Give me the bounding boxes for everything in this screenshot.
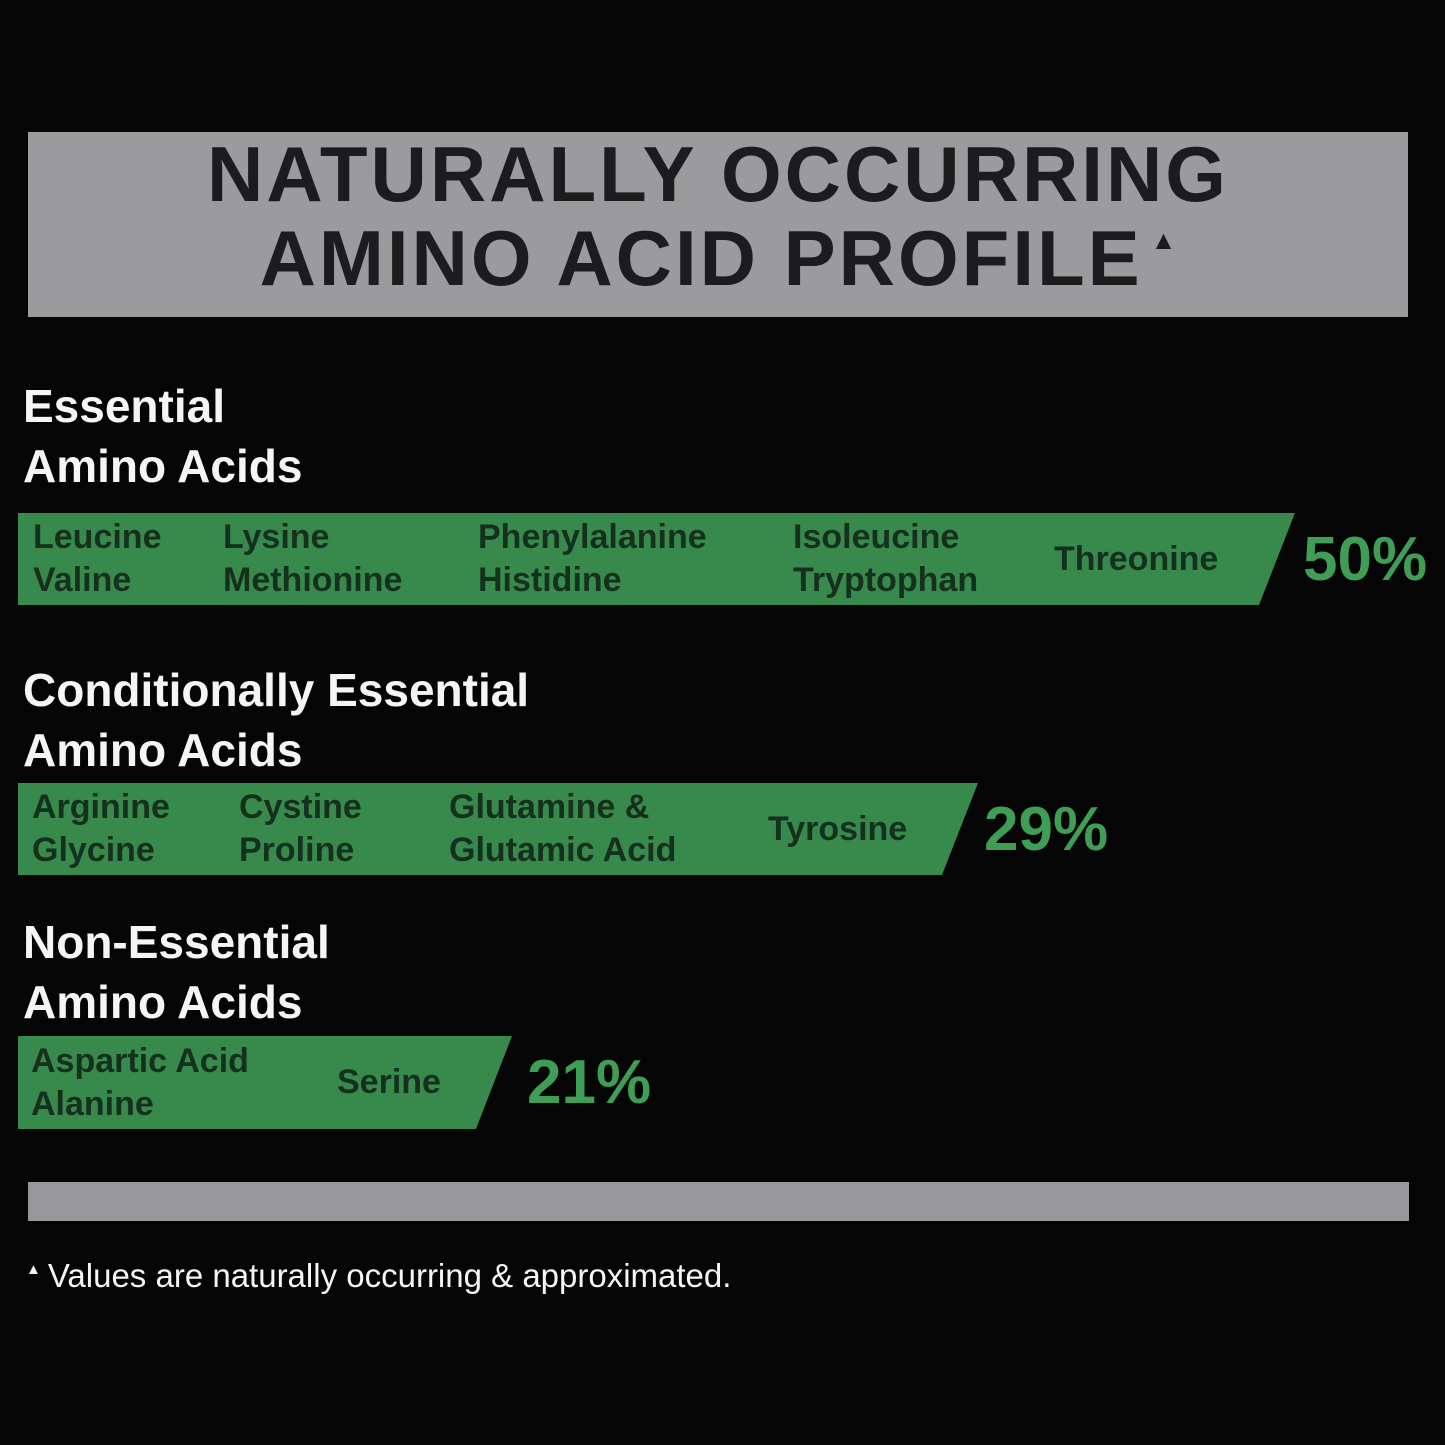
page-title-line-2: AMINO ACID PROFILE ▲ <box>260 216 1177 318</box>
amino-acid-column: Isoleucine Tryptophan <box>793 513 978 605</box>
bottom-divider-bar <box>28 1182 1409 1221</box>
amino-acid-label: Methionine <box>223 561 403 599</box>
amino-acid-label: Serine <box>337 1063 441 1101</box>
amino-acid-label: Histidine <box>478 561 622 599</box>
amino-acid-column: Arginine Glycine <box>32 783 170 875</box>
section-heading-line: Conditionally Essential <box>23 664 530 716</box>
amino-acid-label: Glutamine & <box>449 788 650 826</box>
amino-acid-column: Tyrosine <box>768 783 907 875</box>
page-title-line-1: NATURALLY OCCURRING <box>207 129 1229 218</box>
amino-acid-label: Lysine <box>223 518 330 556</box>
non-essential-amino-acids-bar: Aspartic Acid Alanine Serine <box>18 1036 512 1129</box>
amino-acid-label: Threonine <box>1054 539 1219 578</box>
amino-acid-column: Phenylalanine Histidine <box>478 513 707 605</box>
section-heading-line: Amino Acids <box>23 440 303 492</box>
amino-acid-column: Leucine Valine <box>33 513 161 605</box>
essential-amino-acids-bar: Leucine Valine Lysine Methionine Phenyla… <box>18 513 1295 605</box>
amino-acid-column: Aspartic Acid Alanine <box>31 1036 249 1129</box>
amino-acid-label: Valine <box>33 561 132 599</box>
percent-label-essential: 50% <box>1303 524 1428 594</box>
amino-acid-column: Serine <box>337 1036 441 1129</box>
percent-label-conditionally-essential: 29% <box>984 794 1109 864</box>
page-title-line-2-text: AMINO ACID PROFILE <box>259 213 1143 302</box>
amino-acid-label: Leucine <box>33 518 162 556</box>
section-heading-non-essential: Non-Essential Amino Acids <box>23 912 330 1032</box>
amino-acid-label: Proline <box>239 831 355 869</box>
footnote-triangle-icon: ▲ <box>26 1261 41 1278</box>
amino-acid-label: Aspartic Acid <box>31 1041 249 1080</box>
amino-acid-label: Cystine <box>239 788 362 826</box>
amino-acid-label: Phenylalanine <box>478 518 707 556</box>
amino-acid-label: Alanine <box>31 1084 154 1123</box>
header-banner: NATURALLY OCCURRING AMINO ACID PROFILE ▲ <box>28 132 1408 317</box>
amino-acid-label: Glutamic Acid <box>449 831 677 869</box>
amino-acid-column: Glutamine & Glutamic Acid <box>449 783 676 875</box>
title-superscript-triangle-icon: ▲ <box>1150 224 1177 255</box>
amino-acid-column: Cystine Proline <box>239 783 362 875</box>
section-heading-line: Non-Essential <box>23 916 330 968</box>
section-heading-line: Essential <box>23 380 225 432</box>
footnote-text: Values are naturally occurring & approxi… <box>47 1257 732 1294</box>
amino-acid-label: Tyrosine <box>768 809 908 848</box>
section-heading-essential: Essential Amino Acids <box>23 376 302 496</box>
section-heading-line: Amino Acids <box>23 976 303 1028</box>
percent-label-non-essential: 21% <box>527 1048 652 1117</box>
section-heading-line: Amino Acids <box>23 724 303 776</box>
amino-acid-column: Threonine <box>1054 513 1218 605</box>
amino-acid-label: Tryptophan <box>793 561 979 599</box>
footnote: ▲ Values are naturally occurring & approx… <box>26 1256 731 1303</box>
amino-acid-label: Glycine <box>32 831 155 869</box>
conditionally-essential-amino-acids-bar: Arginine Glycine Cystine Proline Glutami… <box>18 783 978 875</box>
section-heading-conditionally-essential: Conditionally Essential Amino Acids <box>23 660 529 780</box>
amino-acid-label: Arginine <box>32 788 170 826</box>
amino-acid-label: Isoleucine <box>793 518 960 556</box>
amino-acid-column: Lysine Methionine <box>223 513 402 605</box>
